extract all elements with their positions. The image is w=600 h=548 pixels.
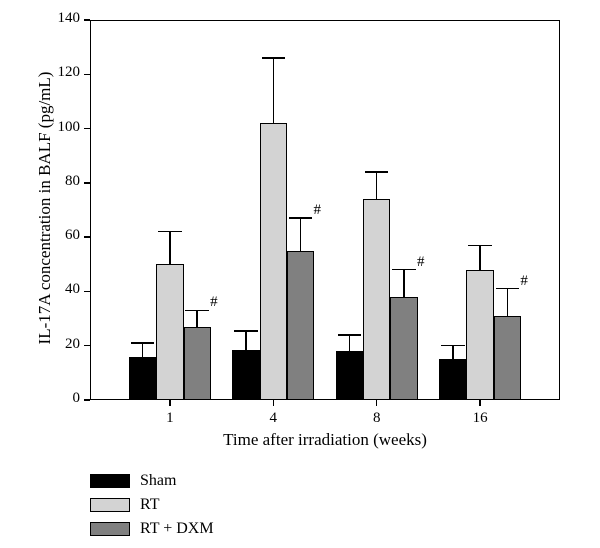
legend-item: RT <box>90 496 214 514</box>
error-bar <box>245 331 247 350</box>
y-tick-label: 120 <box>58 64 81 81</box>
error-bar <box>403 270 405 297</box>
bar-sham <box>439 359 466 400</box>
y-tick <box>84 182 90 184</box>
significance-marker: # <box>310 202 324 219</box>
error-cap <box>289 217 313 219</box>
bar-sham <box>336 351 363 400</box>
bar-rt-dxm <box>184 327 211 400</box>
legend: Sham RT RT + DXM <box>90 472 214 544</box>
error-bar <box>142 343 144 357</box>
y-tick-label: 140 <box>58 10 81 27</box>
bar-sham <box>232 350 259 400</box>
significance-marker: # <box>414 254 428 271</box>
bar-rt <box>156 264 183 400</box>
bar-rt-dxm <box>494 316 521 400</box>
y-tick <box>84 236 90 238</box>
error-bar <box>300 218 302 251</box>
legend-label: RT <box>140 496 159 514</box>
error-cap <box>185 310 209 312</box>
x-axis-label: Time after irradiation (weeks) <box>90 430 560 450</box>
x-tick <box>273 400 275 406</box>
error-cap <box>338 334 362 336</box>
error-bar <box>349 335 351 351</box>
x-tick-label: 16 <box>460 410 500 427</box>
y-tick <box>84 128 90 130</box>
error-bar <box>452 346 454 360</box>
error-cap <box>468 245 492 247</box>
y-tick-label: 100 <box>58 119 81 136</box>
error-cap <box>262 57 286 59</box>
bar-rt-dxm <box>287 251 314 400</box>
significance-marker: # <box>207 294 221 311</box>
legend-label: Sham <box>140 472 176 490</box>
y-tick-label: 40 <box>65 281 80 298</box>
error-cap <box>131 342 155 344</box>
bar-rt <box>260 123 287 400</box>
error-bar <box>376 172 378 199</box>
bar-rt <box>363 199 390 400</box>
error-bar <box>273 58 275 123</box>
y-tick <box>84 291 90 293</box>
error-bar <box>507 289 509 316</box>
y-tick-label: 0 <box>73 390 81 407</box>
x-tick-label: 8 <box>357 410 397 427</box>
y-tick-label: 60 <box>65 227 80 244</box>
chart-area: 0 20 40 60 80 100 120 140 IL-17A concentration i… <box>0 0 600 548</box>
y-tick <box>84 399 90 401</box>
error-cap <box>496 288 520 290</box>
y-tick-label: 80 <box>65 173 80 190</box>
error-cap <box>365 171 389 173</box>
legend-item: RT + DXM <box>90 520 214 538</box>
legend-item: Sham <box>90 472 214 490</box>
bar-rt-dxm <box>390 297 417 400</box>
bar-rt <box>466 270 493 400</box>
x-tick-label: 1 <box>150 410 190 427</box>
x-tick <box>169 400 171 406</box>
y-tick <box>84 19 90 21</box>
error-cap <box>392 269 416 271</box>
x-tick <box>376 400 378 406</box>
significance-marker: # <box>517 273 531 290</box>
legend-swatch <box>90 498 130 512</box>
x-tick <box>479 400 481 406</box>
legend-label: RT + DXM <box>140 520 214 538</box>
bar-sham <box>129 357 156 400</box>
y-tick <box>84 345 90 347</box>
legend-swatch <box>90 522 130 536</box>
x-tick-label: 4 <box>253 410 293 427</box>
error-bar <box>169 232 171 265</box>
chart-container: { "chart": { "type": "bar", "title": "",… <box>0 0 600 548</box>
y-tick <box>84 74 90 76</box>
legend-swatch <box>90 474 130 488</box>
error-cap <box>441 345 465 347</box>
y-axis-label: IL-17A concentration in BALF (pg/mL) <box>35 48 55 368</box>
error-cap <box>234 330 258 332</box>
error-cap <box>158 231 182 233</box>
error-bar <box>196 310 198 326</box>
y-tick-label: 20 <box>65 336 80 353</box>
error-bar <box>479 245 481 269</box>
